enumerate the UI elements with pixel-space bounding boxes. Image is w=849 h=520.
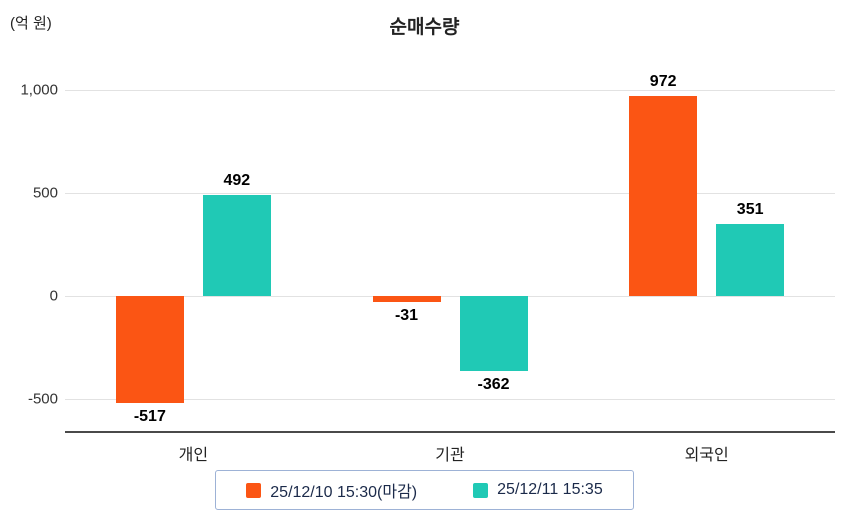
- legend: 25/12/10 15:30(마감) 25/12/11 15:35: [0, 470, 849, 510]
- gridline: [65, 90, 835, 91]
- legend-swatch-icon: [246, 482, 262, 498]
- bar-개인-prev: [115, 296, 184, 403]
- gridline: [65, 193, 835, 194]
- bar-value-label: -362: [477, 375, 510, 393]
- legend-label: 25/12/10 15:30(마감): [270, 484, 418, 501]
- y-axis-unit-label: (억 원): [10, 15, 52, 32]
- y-tick-label: 1,000: [20, 81, 58, 99]
- bar-외국인-prev: [629, 95, 698, 296]
- bar-기관-prev: [372, 296, 441, 303]
- bar-기관-curr: [459, 296, 528, 371]
- x-axis-line: [65, 431, 835, 433]
- category-label-3: 외국인: [684, 447, 729, 464]
- bar-외국인-curr: [716, 223, 785, 296]
- bar-value-label: -517: [133, 407, 166, 425]
- legend-label: 25/12/11 15:35: [497, 481, 603, 498]
- category-label-1: 개인: [178, 447, 209, 464]
- bar-value-label: 351: [736, 200, 764, 218]
- gridline: [65, 296, 835, 297]
- bar-value-label: 972: [649, 72, 677, 90]
- legend-item: 25/12/10 15:30(마감): [246, 478, 417, 502]
- legend-item: 25/12/11 15:35: [473, 481, 603, 499]
- bar-value-label: 492: [223, 171, 251, 189]
- bar-개인-curr: [202, 194, 271, 296]
- legend-swatch-icon: [473, 482, 489, 498]
- category-label-2: 기관: [435, 447, 465, 464]
- legend-box: 25/12/10 15:30(마감) 25/12/11 15:35: [215, 470, 634, 510]
- gridline: [65, 399, 835, 400]
- y-tick-label: 500: [32, 184, 58, 202]
- chart-title: 순매수량: [389, 17, 460, 38]
- bar-value-label: -31: [394, 307, 419, 325]
- y-tick-label: 0: [49, 287, 58, 305]
- y-tick-label: -500: [27, 390, 58, 408]
